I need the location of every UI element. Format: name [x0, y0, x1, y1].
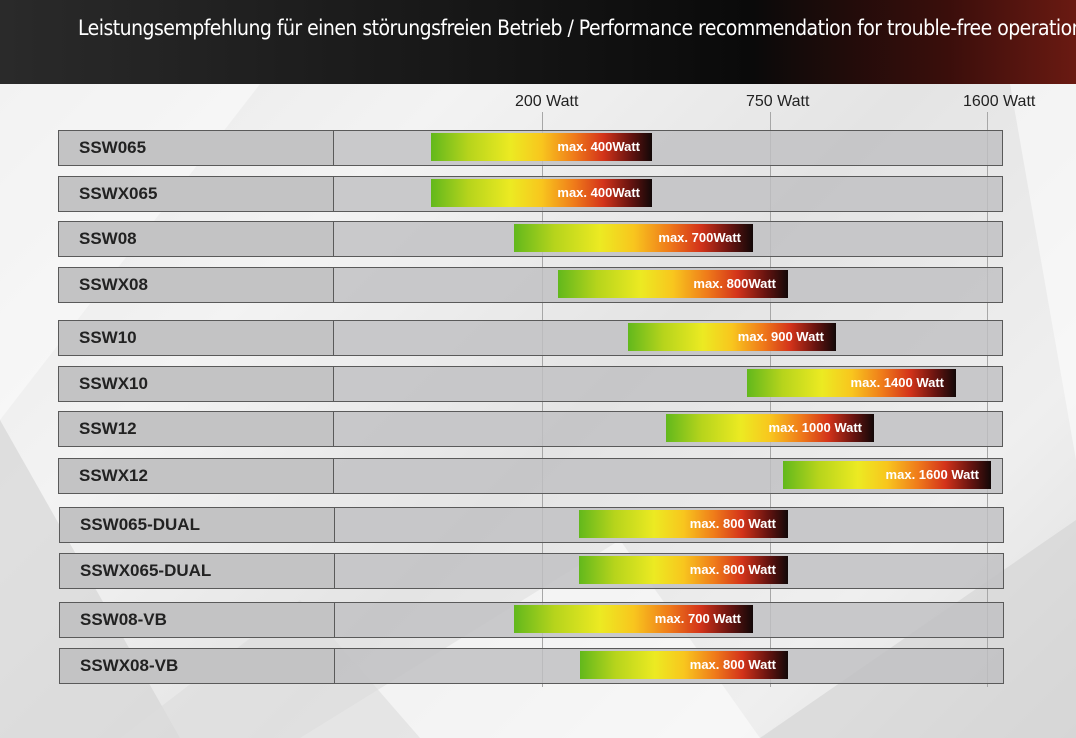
power-bar: max. 400Watt — [431, 133, 652, 161]
chart-row: SSW065-DUAL — [59, 507, 1004, 543]
row-label: SSWX065 — [58, 176, 334, 212]
bar-value-label: max. 900 Watt — [737, 329, 824, 344]
bar-value-label: max. 800 Watt — [689, 657, 776, 672]
power-bar: max. 1400 Watt — [747, 369, 956, 397]
bar-value-label: max. 1600 Watt — [885, 467, 979, 482]
axis-tick-label: 1600 Watt — [963, 93, 1036, 110]
chart-row: SSWX08 — [58, 267, 1003, 303]
row-label: SSW10 — [58, 320, 334, 356]
power-bar: max. 900 Watt — [628, 323, 836, 351]
power-bar: max. 800 Watt — [579, 510, 788, 538]
power-bar: max. 400Watt — [431, 179, 652, 207]
row-label: SSW12 — [58, 411, 334, 447]
row-label: SSW08-VB — [59, 602, 335, 638]
page-title: Leistungsempfehlung für einen störungsfr… — [78, 16, 1076, 40]
row-label: SSWX10 — [58, 366, 334, 402]
row-label: SSW08 — [58, 221, 334, 257]
chart-row: SSWX08-VB — [59, 648, 1004, 684]
chart-row: SSWX065-DUAL — [59, 553, 1004, 589]
power-bar: max. 800 Watt — [579, 556, 788, 584]
bar-value-label: max. 800Watt — [693, 276, 776, 291]
row-label: SSWX08 — [58, 267, 334, 303]
row-label: SSW065 — [58, 130, 334, 166]
bar-value-label: max. 700 Watt — [654, 611, 741, 626]
row-label: SSWX12 — [58, 458, 334, 494]
axis-tick-label: 750 Watt — [746, 93, 810, 110]
power-bar: max. 700Watt — [514, 224, 753, 252]
bar-value-label: max. 700Watt — [658, 230, 741, 245]
bar-value-label: max. 400Watt — [557, 139, 640, 154]
row-label: SSW065-DUAL — [59, 507, 335, 543]
bar-value-label: max. 800 Watt — [689, 562, 776, 577]
row-label: SSWX065-DUAL — [59, 553, 335, 589]
power-bar: max. 700 Watt — [514, 605, 753, 633]
bar-value-label: max. 800 Watt — [689, 516, 776, 531]
power-bar: max. 1000 Watt — [666, 414, 874, 442]
chart-row: SSW10 — [58, 320, 1003, 356]
power-bar: max. 1600 Watt — [783, 461, 991, 489]
bar-value-label: max. 1000 Watt — [768, 420, 862, 435]
row-label: SSWX08-VB — [59, 648, 335, 684]
power-bar: max. 800Watt — [558, 270, 788, 298]
bar-value-label: max. 1400 Watt — [850, 375, 944, 390]
axis-tick-label: 200 Watt — [515, 93, 579, 110]
header-banner: Leistungsempfehlung für einen störungsfr… — [0, 0, 1076, 84]
bar-value-label: max. 400Watt — [557, 185, 640, 200]
power-bar: max. 800 Watt — [580, 651, 788, 679]
